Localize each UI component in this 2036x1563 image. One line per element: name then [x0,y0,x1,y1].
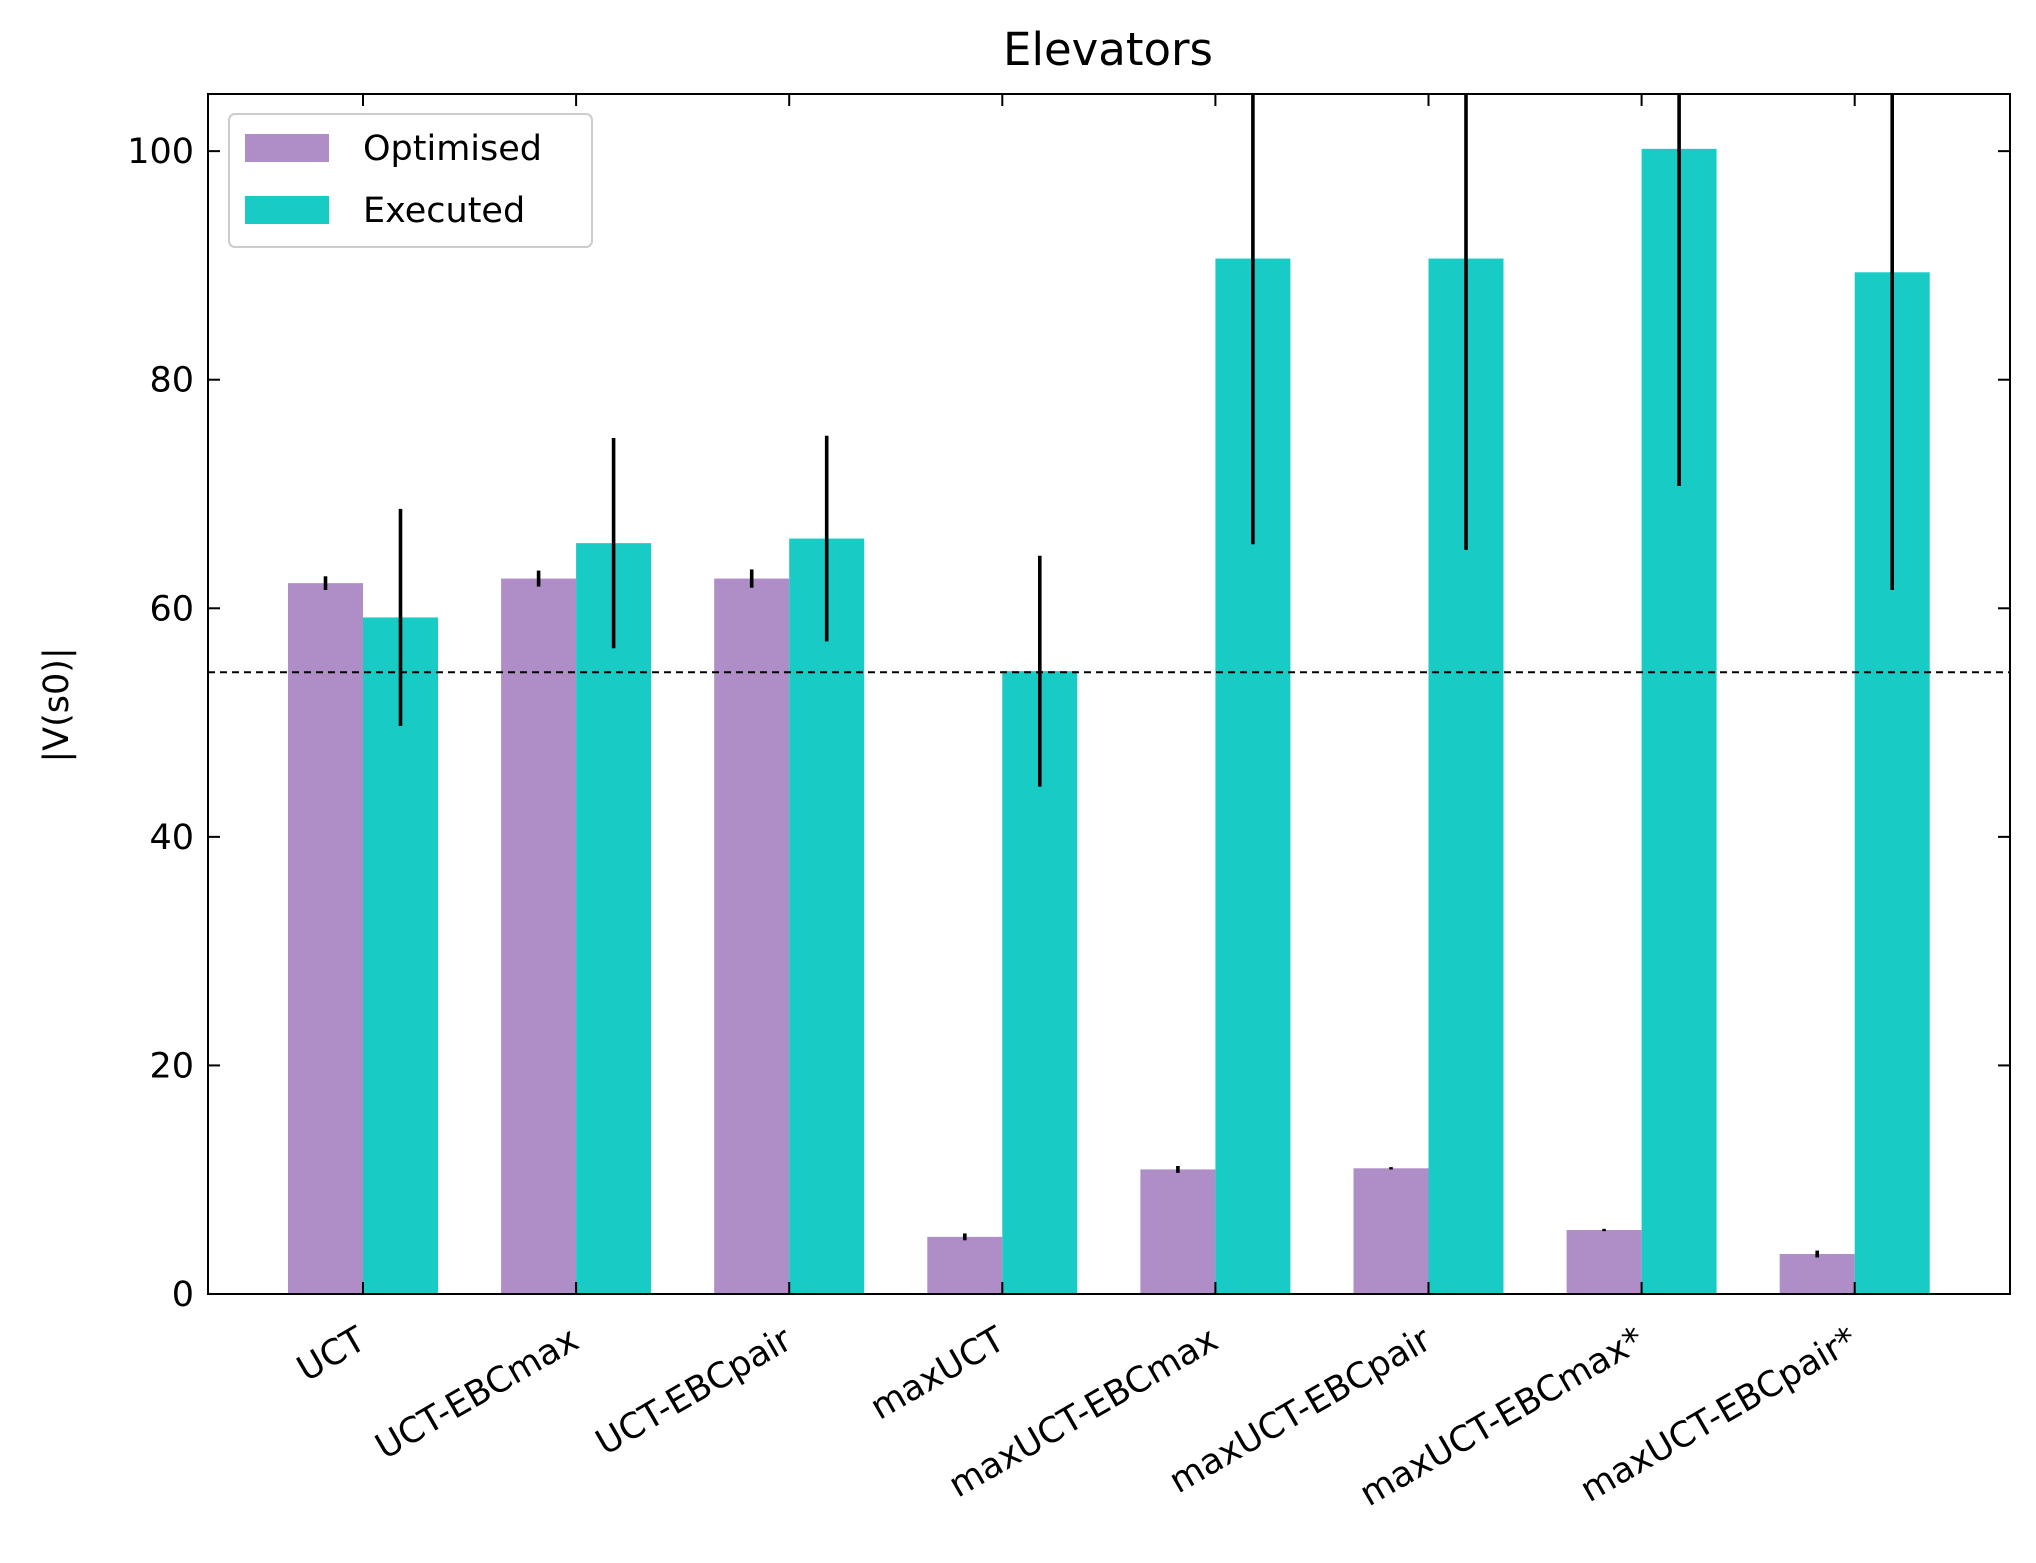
legend-label-executed: Executed [363,191,525,231]
legend: Optimised Executed [228,113,593,248]
y-tick-label: 100 [127,132,194,172]
y-tick-label: 60 [149,589,194,629]
bar-optimised-4 [927,1236,1003,1294]
legend-swatch-executed [245,196,329,224]
axes-frame [207,93,2011,1295]
y-tick-label: 40 [149,818,194,858]
bar-optimised-1 [288,583,363,1294]
y-axis-label: |V(s0)| [37,647,77,762]
legend-label-optimised: Optimised [363,129,542,169]
x-tick-label: maxUCT [864,1319,1012,1428]
bar-optimised-7 [1566,1230,1642,1294]
x-tick-label: UCT-EBCpair [589,1319,799,1463]
bar-executed-2 [576,543,652,1294]
y-tick-label: 20 [149,1046,194,1086]
bar-executed-1 [363,617,438,1294]
chart-title: Elevators [1003,23,1213,76]
x-tick-label: UCT-EBCmax [369,1320,586,1468]
y-tick-label: 80 [149,361,194,401]
bar-optimised-5 [1140,1169,1216,1294]
bar-executed-3 [789,538,865,1294]
plot-content [208,94,2010,1294]
x-tick-label: UCT [291,1319,373,1390]
bar-optimised-8 [1779,1254,1855,1294]
legend-swatch-optimised [245,134,329,162]
bar-optimised-2 [501,578,577,1294]
y-tick-label: 0 [172,1275,194,1315]
bar-optimised-6 [1353,1168,1429,1294]
bar-optimised-3 [714,578,790,1294]
